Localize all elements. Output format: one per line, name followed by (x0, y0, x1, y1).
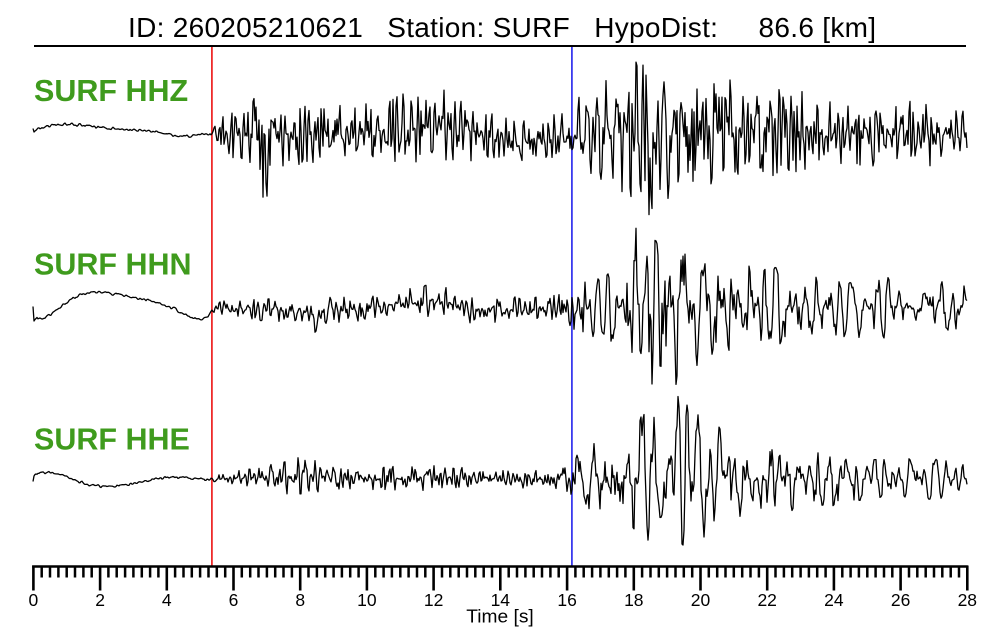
svg-text:6: 6 (229, 590, 239, 610)
svg-text:22: 22 (757, 590, 776, 610)
svg-text:SURF HHE: SURF HHE (34, 422, 190, 456)
svg-text:ID: 260205210621 Station: SU: ID: 260205210621 Station: SURF HypoDist:… (128, 12, 876, 43)
svg-text:26: 26 (891, 590, 910, 610)
svg-text:8: 8 (295, 590, 305, 610)
svg-text:Time [s]: Time [s] (466, 606, 534, 627)
svg-text:SURF HHZ: SURF HHZ (34, 74, 188, 108)
svg-text:4: 4 (162, 590, 172, 610)
svg-text:14: 14 (491, 590, 511, 610)
svg-text:24: 24 (824, 590, 844, 610)
svg-text:0: 0 (29, 590, 39, 610)
svg-text:10: 10 (357, 590, 377, 610)
svg-text:16: 16 (557, 590, 576, 610)
svg-text:2: 2 (95, 590, 105, 610)
svg-text:28: 28 (958, 590, 977, 610)
svg-text:SURF HHN: SURF HHN (34, 247, 192, 281)
svg-text:18: 18 (624, 590, 643, 610)
svg-text:20: 20 (691, 590, 711, 610)
svg-text:12: 12 (424, 590, 443, 610)
